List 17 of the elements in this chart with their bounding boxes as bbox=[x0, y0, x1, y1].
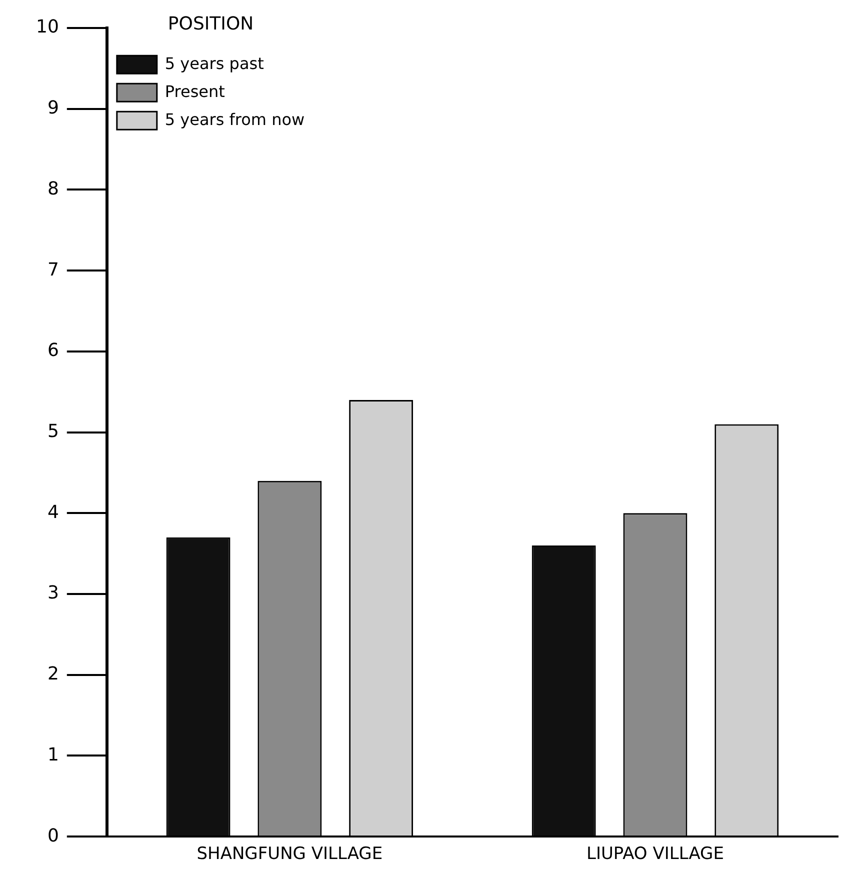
y-tick-label: 3 bbox=[47, 582, 59, 604]
x-tick-label: SHANGFUNG VILLAGE bbox=[196, 844, 383, 864]
y-tick-label: 2 bbox=[47, 664, 59, 685]
y-tick-label: 1 bbox=[47, 744, 59, 766]
y-tick-label: 4 bbox=[47, 502, 59, 523]
y-tick-label: 9 bbox=[47, 98, 59, 119]
y-tick-label: 0 bbox=[47, 825, 59, 846]
legend-title: POSITION bbox=[168, 14, 254, 35]
y-tick-label: 6 bbox=[47, 340, 59, 362]
y-tick-label: 8 bbox=[47, 178, 59, 200]
y-tick-label: 10 bbox=[36, 16, 59, 38]
legend-label: 5 years past bbox=[164, 54, 264, 73]
y-tick-label: 5 bbox=[47, 420, 59, 442]
legend-label: 5 years from now bbox=[164, 110, 305, 129]
legend-label: Present bbox=[164, 82, 225, 101]
x-tick-label: LIUPAO VILLAGE bbox=[586, 844, 724, 864]
y-tick-label: 7 bbox=[47, 259, 59, 280]
